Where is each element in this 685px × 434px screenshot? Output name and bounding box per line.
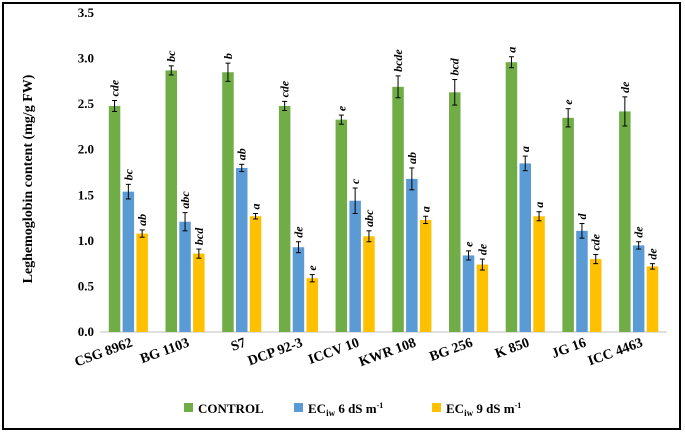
legend-label: CONTROL <box>198 401 264 416</box>
bar <box>363 236 375 332</box>
x-tick-label: BG 1103 <box>138 336 191 368</box>
bar <box>136 233 148 332</box>
bar <box>122 191 135 332</box>
bar <box>632 245 645 332</box>
x-tick-label: S7 <box>229 336 248 355</box>
significance-label: ab <box>135 214 149 226</box>
bar <box>505 62 518 333</box>
significance-label: e <box>462 241 476 247</box>
significance-label: de <box>475 243 489 255</box>
bar <box>165 70 177 333</box>
bar <box>108 105 121 332</box>
bar <box>306 278 318 332</box>
significance-label: de <box>632 226 646 238</box>
bar <box>562 117 574 332</box>
significance-label: e <box>561 99 575 105</box>
chart-frame: Leghemoglobin content (mg/g FW) 0.0 0.5 1.… <box>2 2 681 430</box>
bar <box>249 216 262 332</box>
significance-label: ab <box>405 152 419 164</box>
significance-label: e <box>334 105 348 111</box>
significance-label: ab <box>235 148 249 160</box>
y-tick-label: 0.0 <box>78 324 94 339</box>
significance-label: de <box>645 248 659 260</box>
significance-label: a <box>532 202 546 208</box>
significance-label: a <box>249 204 263 210</box>
significance-label: bcd <box>192 227 206 245</box>
bar <box>349 200 361 332</box>
leghemoglobin-bar-chart: Leghemoglobin content (mg/g FW) 0.0 0.5 1.… <box>21 5 667 418</box>
y-tick-label: 0.5 <box>78 278 95 293</box>
significance-label: cde <box>278 80 292 97</box>
significance-label: de <box>291 226 305 238</box>
bar <box>193 253 205 332</box>
x-tick-label: K 850 <box>493 336 531 362</box>
significance-label: e <box>305 265 319 271</box>
bar <box>392 86 404 332</box>
significance-label: cde <box>108 79 122 96</box>
bar <box>519 163 531 332</box>
bar <box>476 264 489 332</box>
x-tick-label: ICC 4463 <box>586 336 645 370</box>
y-tick-label: 2.5 <box>78 96 95 111</box>
x-tick-label: ICCV 10 <box>307 336 362 368</box>
bar <box>179 221 191 332</box>
bar <box>533 216 545 332</box>
significance-label: a <box>518 146 532 152</box>
legend-swatch <box>294 403 303 412</box>
legend-label: ECiw 6 dS m-1 <box>308 401 383 418</box>
bar <box>449 92 461 333</box>
y-tick-label: 3.5 <box>78 5 95 20</box>
legend: CONTROL ECiw 6 dS m-1 ECiw 9 dS m-1 <box>184 401 521 418</box>
significance-label: b <box>221 53 235 59</box>
y-tick-label: 3.0 <box>78 51 94 66</box>
bar <box>590 259 602 332</box>
bar <box>236 167 248 332</box>
y-tick-label: 1.0 <box>78 233 94 248</box>
x-tick-label: CSG 8962 <box>73 336 135 371</box>
legend-swatch <box>184 403 193 412</box>
bar <box>335 119 348 332</box>
x-tick-label: BG 256 <box>428 336 475 365</box>
significance-label: bcde <box>391 49 405 72</box>
bar <box>292 247 305 332</box>
significance-label: bc <box>121 168 135 180</box>
bar <box>278 105 291 332</box>
bar <box>576 230 588 332</box>
legend-label: ECiw 9 dS m-1 <box>446 401 521 418</box>
significance-label: a <box>419 206 433 212</box>
bar <box>419 219 432 332</box>
x-tick-label: JG 16 <box>550 336 588 362</box>
x-tick-label: KWR 108 <box>357 336 418 370</box>
bar <box>619 111 631 332</box>
significance-label: abc <box>178 191 192 209</box>
y-axis-label: Leghemoglobin content (mg/g FW) <box>21 74 36 283</box>
bar <box>222 72 234 332</box>
bar <box>406 178 418 332</box>
legend-swatch <box>432 403 441 412</box>
x-tick-label: DCP 92-3 <box>246 336 305 370</box>
y-tick-label: 1.5 <box>78 187 95 202</box>
bar <box>646 266 659 332</box>
y-tick-label: 2.0 <box>78 142 94 157</box>
significance-label: d <box>575 213 589 220</box>
significance-label: cde <box>589 233 603 250</box>
significance-label: de <box>618 81 632 93</box>
bar <box>462 255 475 332</box>
significance-label: a <box>504 47 518 53</box>
significance-label: c <box>348 178 362 184</box>
significance-label: bcd <box>448 57 462 75</box>
significance-label: abc <box>362 209 376 227</box>
significance-label: bc <box>164 50 178 62</box>
